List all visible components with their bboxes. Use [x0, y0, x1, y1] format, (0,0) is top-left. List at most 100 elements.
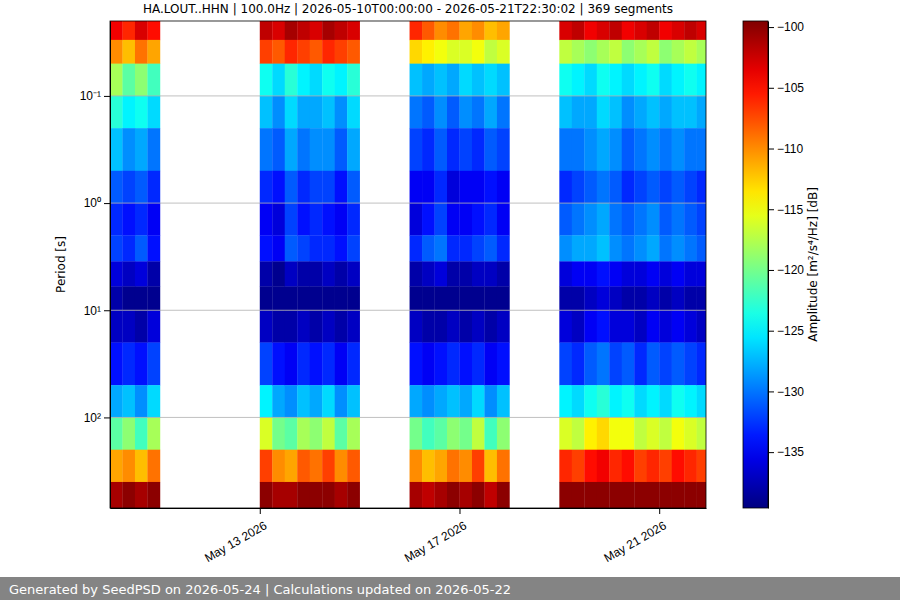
- cell: [447, 64, 460, 97]
- cell: [422, 128, 435, 171]
- cell: [647, 343, 660, 386]
- cell: [647, 96, 660, 129]
- cell: [634, 385, 647, 418]
- cell: [609, 40, 622, 64]
- cell: [472, 482, 485, 508]
- cell: [122, 450, 135, 483]
- cell: [597, 450, 610, 483]
- plot-frame: [110, 21, 706, 508]
- cell: [697, 385, 706, 418]
- cell: [672, 40, 685, 64]
- cell: [272, 128, 285, 171]
- cell: [597, 261, 610, 286]
- cell: [597, 310, 610, 343]
- cell: [584, 235, 597, 261]
- cell: [285, 385, 298, 418]
- cell: [634, 261, 647, 286]
- colorbar-tick: −125: [768, 324, 804, 338]
- x-tick: May 13 2026: [202, 508, 269, 565]
- cell: [410, 450, 423, 483]
- cell: [447, 450, 460, 483]
- cell: [659, 64, 672, 97]
- cell: [497, 203, 510, 236]
- cell: [410, 343, 423, 386]
- cell: [559, 417, 572, 450]
- cell: [110, 96, 123, 129]
- cell: [447, 482, 460, 508]
- cell: [684, 40, 697, 64]
- cell: [647, 286, 660, 310]
- cell: [647, 310, 660, 343]
- cell: [285, 343, 298, 386]
- cell: [147, 64, 160, 97]
- colorbar-tick: −130: [768, 385, 804, 399]
- cell: [647, 385, 660, 418]
- cell: [322, 310, 335, 343]
- cell: [260, 385, 273, 418]
- cell: [659, 286, 672, 310]
- cell: [272, 343, 285, 386]
- cell: [672, 417, 685, 450]
- cell: [472, 310, 485, 343]
- cell: [272, 96, 285, 129]
- cell: [572, 235, 585, 261]
- cell: [659, 96, 672, 129]
- cell: [435, 128, 448, 171]
- cell: [597, 128, 610, 171]
- cell: [422, 450, 435, 483]
- cell: [135, 310, 148, 343]
- cell: [122, 343, 135, 386]
- cell: [484, 385, 497, 418]
- cell: [684, 450, 697, 483]
- cell: [672, 343, 685, 386]
- cell: [110, 235, 123, 261]
- cell: [572, 417, 585, 450]
- cell: [559, 385, 572, 418]
- cell: [597, 21, 610, 40]
- y-axis-title: Period [s]: [54, 236, 68, 293]
- cell: [659, 310, 672, 343]
- cell: [297, 64, 310, 97]
- cell: [697, 482, 706, 508]
- cell: [472, 96, 485, 129]
- cell: [622, 261, 635, 286]
- y-tick: 10¹: [84, 304, 110, 318]
- cell: [335, 450, 348, 483]
- cell: [135, 235, 148, 261]
- cell: [559, 343, 572, 386]
- cell: [410, 203, 423, 236]
- cell: [597, 417, 610, 450]
- cell: [110, 482, 123, 508]
- cell: [609, 286, 622, 310]
- cell: [422, 235, 435, 261]
- cell: [147, 417, 160, 450]
- cell: [322, 417, 335, 450]
- cell: [572, 40, 585, 64]
- colorbar-axis: −100−105−110−115−120−125−130−135: [768, 20, 804, 508]
- cell: [285, 286, 298, 310]
- cell: [597, 96, 610, 129]
- cell: [447, 417, 460, 450]
- cell: [447, 310, 460, 343]
- cell: [647, 417, 660, 450]
- cell: [559, 40, 572, 64]
- cell: [260, 21, 273, 40]
- cell: [422, 385, 435, 418]
- cell: [310, 21, 323, 40]
- colorbar-title: Amplitude [m²/s⁴/Hz] [dB]: [806, 187, 820, 342]
- cell: [347, 286, 360, 310]
- cell: [310, 286, 323, 310]
- x-tick: May 17 2026: [402, 508, 469, 565]
- cell: [310, 203, 323, 236]
- cell: [672, 482, 685, 508]
- cell: [322, 235, 335, 261]
- cell: [272, 21, 285, 40]
- cell: [410, 261, 423, 286]
- cell: [484, 310, 497, 343]
- cell: [147, 235, 160, 261]
- cell: [484, 64, 497, 97]
- cell: [135, 64, 148, 97]
- y-axis-line: [110, 22, 111, 509]
- cell: [672, 96, 685, 129]
- cell: [322, 21, 335, 40]
